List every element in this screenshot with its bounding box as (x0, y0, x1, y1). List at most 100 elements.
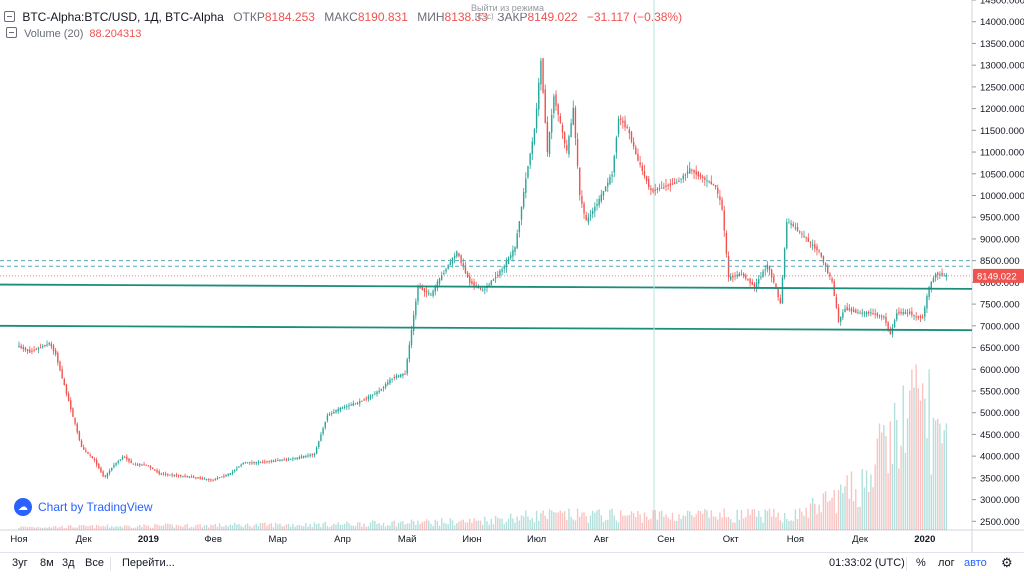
candle-body (667, 184, 669, 187)
volume-bar (555, 512, 557, 530)
y-tick-label: 8000.000 (980, 278, 1020, 289)
auto-scale-button[interactable]: авто (964, 557, 987, 569)
candle-body (883, 316, 885, 318)
candle-body (660, 187, 663, 189)
candle-body (130, 460, 132, 464)
volume-bar (255, 523, 257, 530)
candle-body (706, 180, 708, 182)
candle-body (115, 462, 117, 465)
volume-bar (182, 526, 184, 530)
volume-bar (436, 521, 439, 530)
candle-body (893, 320, 896, 328)
candle-body (749, 278, 751, 284)
range-3d-button[interactable]: 3д (62, 557, 75, 569)
collapse-volume-icon[interactable] (6, 27, 17, 38)
volume-bar (274, 523, 277, 530)
candle-body (876, 313, 879, 316)
low-label: МИН (417, 10, 445, 24)
volume-bar (909, 390, 911, 530)
range-8m-button[interactable]: 8м (40, 557, 54, 569)
volume-bar (766, 511, 769, 530)
volume-bar (708, 517, 710, 530)
volume-bar (371, 520, 374, 530)
candle-body (589, 215, 592, 217)
candle-body (412, 315, 415, 331)
candle-body (568, 136, 570, 155)
candle-body (80, 440, 83, 448)
volume-bar (792, 521, 794, 530)
gear-icon[interactable]: ⚙ (1001, 555, 1013, 570)
candle-body (641, 165, 643, 171)
candle-body (768, 266, 771, 271)
candle-body (717, 187, 719, 194)
volume-bar (758, 510, 760, 530)
volume-bar (52, 526, 55, 530)
tradingview-logo[interactable]: ☁ Chart by TradingView (14, 498, 153, 516)
volume-bar (481, 524, 484, 530)
candle-body (624, 120, 626, 128)
volume-bar (617, 522, 620, 530)
volume-bar (589, 515, 592, 530)
candle-body (626, 126, 628, 129)
range-all-button[interactable]: Все (85, 557, 104, 569)
candle-body (896, 313, 898, 320)
range-3y-button[interactable]: 3уг (12, 557, 28, 569)
candle-body (95, 459, 98, 465)
candle-body (39, 347, 42, 349)
candle-body (320, 434, 322, 441)
symbol-name[interactable]: BTC-Alpha:BTC/USD, 1Д, BTC-Alpha (22, 10, 224, 24)
volume-bar (811, 497, 814, 530)
candle-body (188, 476, 191, 478)
log-scale-button[interactable]: лог (938, 557, 955, 569)
volume-bar (300, 525, 303, 530)
volume-bar (270, 523, 273, 530)
candle-body (699, 174, 702, 178)
candle-body (676, 182, 678, 184)
volume-bar (20, 526, 22, 530)
candle-body (591, 210, 594, 214)
volume-bar (141, 527, 143, 530)
candle-body (186, 475, 188, 478)
volume-bar (57, 527, 59, 530)
goto-date-button[interactable]: Перейти... (122, 557, 175, 569)
change-value: −31.117 (−0.38%) (586, 10, 683, 24)
volume-bar (878, 423, 881, 530)
volume-bar (911, 369, 913, 530)
toolbar-separator (110, 557, 111, 571)
candle-body (848, 308, 851, 311)
volume-bar (574, 520, 577, 530)
candle-body (410, 329, 413, 346)
volume-bar (83, 525, 85, 530)
candle-body (723, 210, 725, 231)
volume-bar (402, 521, 404, 530)
volume-bar (406, 523, 408, 530)
volume-bar (438, 525, 441, 530)
volume-bar (460, 520, 462, 530)
candle-body (436, 281, 439, 289)
volume-bar (479, 520, 482, 530)
utc-clock[interactable]: 01:33:02 (UTC) (829, 557, 905, 569)
volume-bar (723, 508, 725, 530)
y-tick-label: 14000.000 (980, 17, 1024, 28)
collapse-icon[interactable] (4, 11, 15, 22)
candle-body (57, 352, 59, 363)
percent-scale-button[interactable]: % (916, 557, 926, 569)
candle-body (911, 311, 913, 315)
candle-body (451, 257, 454, 264)
y-tick-label: 6500.000 (980, 343, 1020, 354)
candle-body (779, 298, 782, 304)
candle-body (117, 461, 119, 463)
candle-body (760, 276, 762, 279)
volume-bar (143, 524, 145, 530)
volume-bar (535, 510, 538, 530)
candle-body (378, 390, 380, 393)
volume-bar (441, 518, 443, 530)
candle-body (516, 233, 518, 249)
candle-body (525, 178, 527, 193)
volume-bar (650, 518, 652, 530)
candle-body (141, 464, 143, 466)
volume-bar (130, 527, 132, 530)
volume-bar (786, 518, 788, 530)
volume-bar (98, 525, 100, 530)
